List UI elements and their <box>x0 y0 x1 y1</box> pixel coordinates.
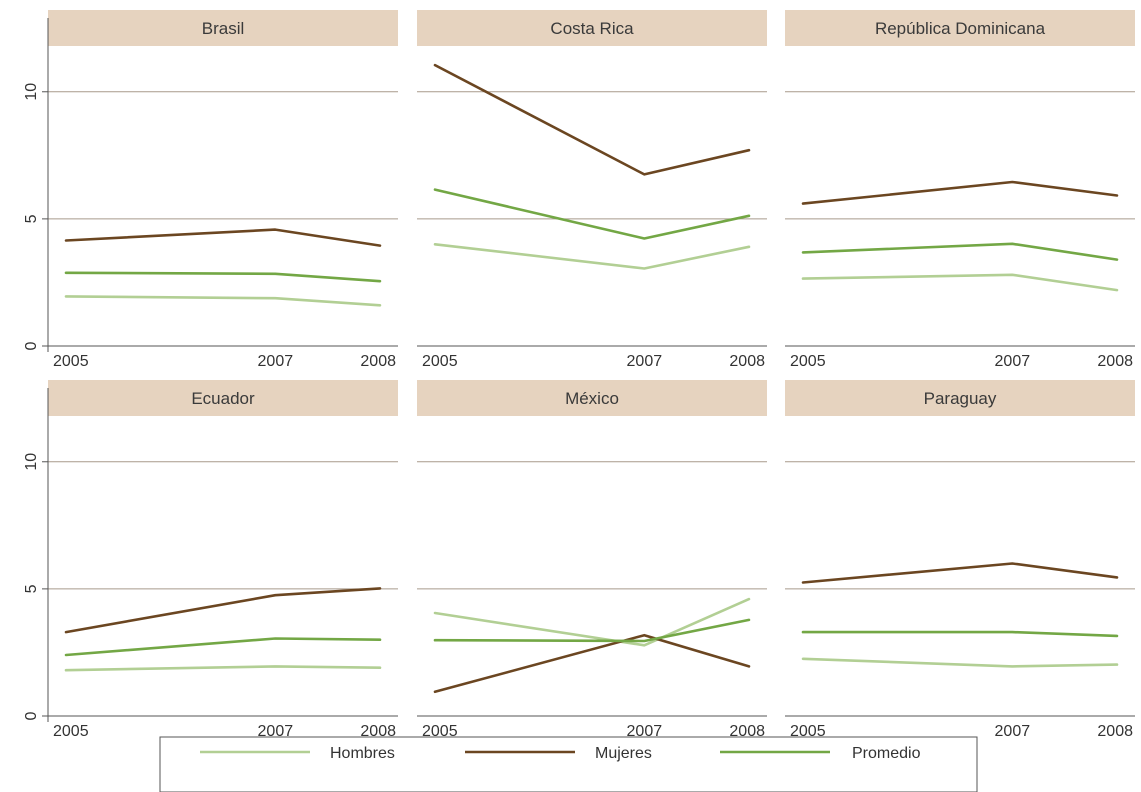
panel-header <box>417 10 767 46</box>
y-tick-label: 10 <box>23 83 40 101</box>
series-line-mujeres <box>801 180 1119 205</box>
legend-label: Promedio <box>852 745 921 762</box>
legend-box <box>159 736 978 792</box>
series-line-promedio <box>64 637 382 657</box>
x-tick-label: 2008 <box>1097 723 1133 740</box>
x-tick-label: 2005 <box>422 723 458 740</box>
series-line-hombres <box>64 665 382 672</box>
x-tick-label: 2007 <box>627 723 663 740</box>
legend-label: Hombres <box>330 745 395 762</box>
series-line-mujeres <box>64 587 382 634</box>
panel-title: Costa Rica <box>550 19 634 38</box>
x-tick-label: 2008 <box>729 353 765 370</box>
series-line-promedio <box>801 630 1119 638</box>
panel-header <box>48 380 398 416</box>
x-tick-label: 2005 <box>422 353 458 370</box>
panel-header <box>48 10 398 46</box>
y-tick-label: 0 <box>23 711 40 720</box>
panel-header <box>785 380 1135 416</box>
legend-item-mujeres: Mujeres <box>465 745 652 762</box>
series-line-mujeres <box>433 63 751 176</box>
legend: Hombres Mujeres Promedio <box>159 736 978 792</box>
panel-title: Ecuador <box>191 389 255 408</box>
x-tick-label: 2007 <box>995 353 1031 370</box>
legend-item-hombres: Hombres <box>200 745 395 762</box>
panel-ecuador: Ecuador 0 5 10 2005 2007 2008 <box>23 380 398 740</box>
panels: Brasil 0 5 10 2005 2007 2008 Costa Rica 2005 2007… <box>23 10 1135 740</box>
series-line-hombres <box>64 295 382 307</box>
y-tick-label: 0 <box>23 341 40 350</box>
x-tick-label: 2007 <box>258 353 294 370</box>
x-tick-label: 2007 <box>258 723 294 740</box>
panel-header <box>785 10 1135 46</box>
x-tick-label: 2005 <box>790 723 826 740</box>
series-line-hombres <box>801 657 1119 668</box>
legend-label: Mujeres <box>595 745 652 762</box>
x-tick-label: 2007 <box>627 353 663 370</box>
x-tick-label: 2008 <box>1097 353 1133 370</box>
panel-title: Paraguay <box>924 389 997 408</box>
y-tick-label: 5 <box>23 584 40 593</box>
x-tick-label: 2008 <box>729 723 765 740</box>
legend-item-promedio: Promedio <box>720 745 921 762</box>
panel-title: México <box>565 389 619 408</box>
x-tick-label: 2008 <box>360 723 396 740</box>
x-tick-label: 2005 <box>790 353 826 370</box>
panel-brasil: Brasil 0 5 10 2005 2007 2008 <box>23 10 398 370</box>
y-tick-label: 5 <box>23 214 40 223</box>
panel-title: República Dominicana <box>875 19 1046 38</box>
panel-mexico: México 2005 2007 2008 <box>417 380 767 740</box>
series-line-hombres <box>433 243 751 270</box>
series-line-mujeres <box>64 228 382 247</box>
panel-title: Brasil <box>202 19 245 38</box>
series-line-hombres <box>801 273 1119 292</box>
series-line-promedio <box>433 188 751 240</box>
panel-header <box>417 380 767 416</box>
x-tick-label: 2005 <box>53 723 89 740</box>
series-line-mujeres <box>433 633 751 694</box>
series-line-mujeres <box>801 562 1119 584</box>
y-tick-label: 10 <box>23 453 40 471</box>
panel-paraguay: Paraguay 2005 2007 2008 <box>785 380 1135 740</box>
panel-costa-rica: Costa Rica 2005 2007 2008 <box>417 10 767 370</box>
series-line-hombres <box>433 597 751 647</box>
series-line-promedio <box>801 242 1119 261</box>
panel-republica-dominicana: República Dominicana 2005 2007 2008 <box>785 10 1135 370</box>
x-tick-label: 2007 <box>995 723 1031 740</box>
series-line-promedio <box>433 618 751 643</box>
x-tick-label: 2008 <box>360 353 396 370</box>
x-tick-label: 2005 <box>53 353 89 370</box>
series-line-promedio <box>64 271 382 283</box>
